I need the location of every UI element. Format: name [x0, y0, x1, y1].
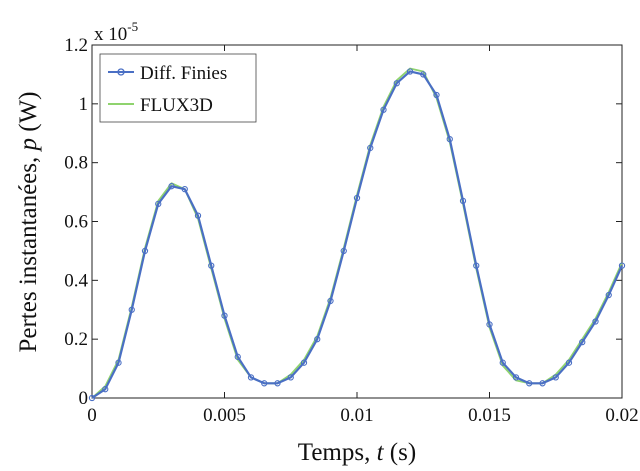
data-point-diff-finies	[221, 312, 228, 319]
data-point-diff-finies	[208, 262, 215, 269]
y-multiplier: x 10-5	[94, 19, 138, 45]
y-tick-label: 1	[79, 94, 89, 115]
x-tick-label: 0.01	[340, 405, 373, 426]
x-tick-label: 0.005	[203, 405, 246, 426]
data-point-diff-finies	[194, 212, 202, 219]
data-point-diff-finies	[88, 394, 96, 402]
data-point-diff-finies	[261, 380, 268, 387]
y-tick-label: 0.2	[64, 329, 88, 350]
data-point-diff-finies	[406, 68, 414, 75]
data-point-diff-finies	[314, 336, 321, 343]
y-tick-label: 0.4	[64, 270, 88, 291]
data-point-diff-finies	[353, 194, 361, 202]
data-point-diff-finies	[420, 71, 427, 78]
y-tick-label: 1.2	[64, 35, 88, 56]
legend-label-flux3d: FLUX3D	[140, 95, 213, 116]
y-tick-label: 0.6	[64, 212, 88, 233]
data-point-diff-finies	[473, 262, 480, 269]
data-point-diff-finies	[367, 144, 374, 152]
data-point-diff-finies	[486, 321, 493, 328]
data-point-diff-finies	[102, 386, 109, 393]
data-point-diff-finies	[300, 359, 308, 366]
data-point-diff-finies	[234, 353, 241, 360]
data-point-diff-finies	[512, 374, 520, 381]
data-point-diff-finies	[247, 374, 255, 381]
data-point-diff-finies	[340, 247, 347, 255]
data-point-diff-finies	[565, 359, 573, 366]
data-point-diff-finies	[459, 197, 467, 205]
data-point-diff-finies	[446, 135, 453, 143]
data-point-diff-finies	[128, 306, 135, 313]
x-tick-label: 0.015	[468, 405, 511, 426]
data-point-diff-finies	[592, 318, 599, 325]
data-point-diff-finies	[552, 374, 559, 381]
x-axis-ticks: 0 0.005 0.01 0.015 0.02	[87, 45, 639, 426]
data-point-diff-finies	[181, 185, 188, 193]
y-tick-label: 0	[79, 388, 89, 409]
y-axis-label: Pertes instantanées, p (W)	[15, 91, 42, 352]
legend-label-diff-finies: Diff. Finies	[140, 63, 227, 84]
data-point-diff-finies	[526, 380, 533, 387]
data-point-diff-finies	[433, 91, 440, 99]
data-point-diff-finies	[539, 380, 546, 387]
data-point-diff-finies	[380, 106, 387, 113]
x-axis-label: Temps, t (s)	[298, 439, 416, 466]
data-point-diff-finies	[579, 338, 586, 346]
data-point-diff-finies	[618, 262, 626, 269]
data-point-diff-finies	[287, 374, 294, 381]
data-point-diff-finies	[115, 359, 122, 366]
legend: Diff. Finies FLUX3D	[99, 53, 257, 123]
data-point-diff-finies	[168, 183, 175, 190]
data-point-diff-finies	[141, 247, 149, 255]
y-multiplier-exponent: -5	[127, 19, 138, 34]
data-point-diff-finies	[499, 359, 506, 366]
x-tick-label: 0	[87, 405, 97, 426]
data-point-diff-finies	[274, 380, 281, 387]
series-layer	[88, 67, 626, 402]
x-tick-label: 0.02	[605, 405, 638, 426]
legend-box	[99, 53, 257, 123]
data-point-diff-finies	[155, 200, 162, 207]
data-point-diff-finies	[393, 80, 400, 87]
y-tick-label: 0.8	[64, 153, 88, 174]
series-line-diff-finies	[91, 70, 624, 399]
data-point-diff-finies	[605, 291, 612, 299]
data-point-diff-finies	[327, 297, 334, 305]
y-axis-ticks: 0 0.2 0.4 0.6 0.8 1 1.2	[64, 35, 622, 409]
legend-marker-diff-finies	[117, 68, 125, 76]
